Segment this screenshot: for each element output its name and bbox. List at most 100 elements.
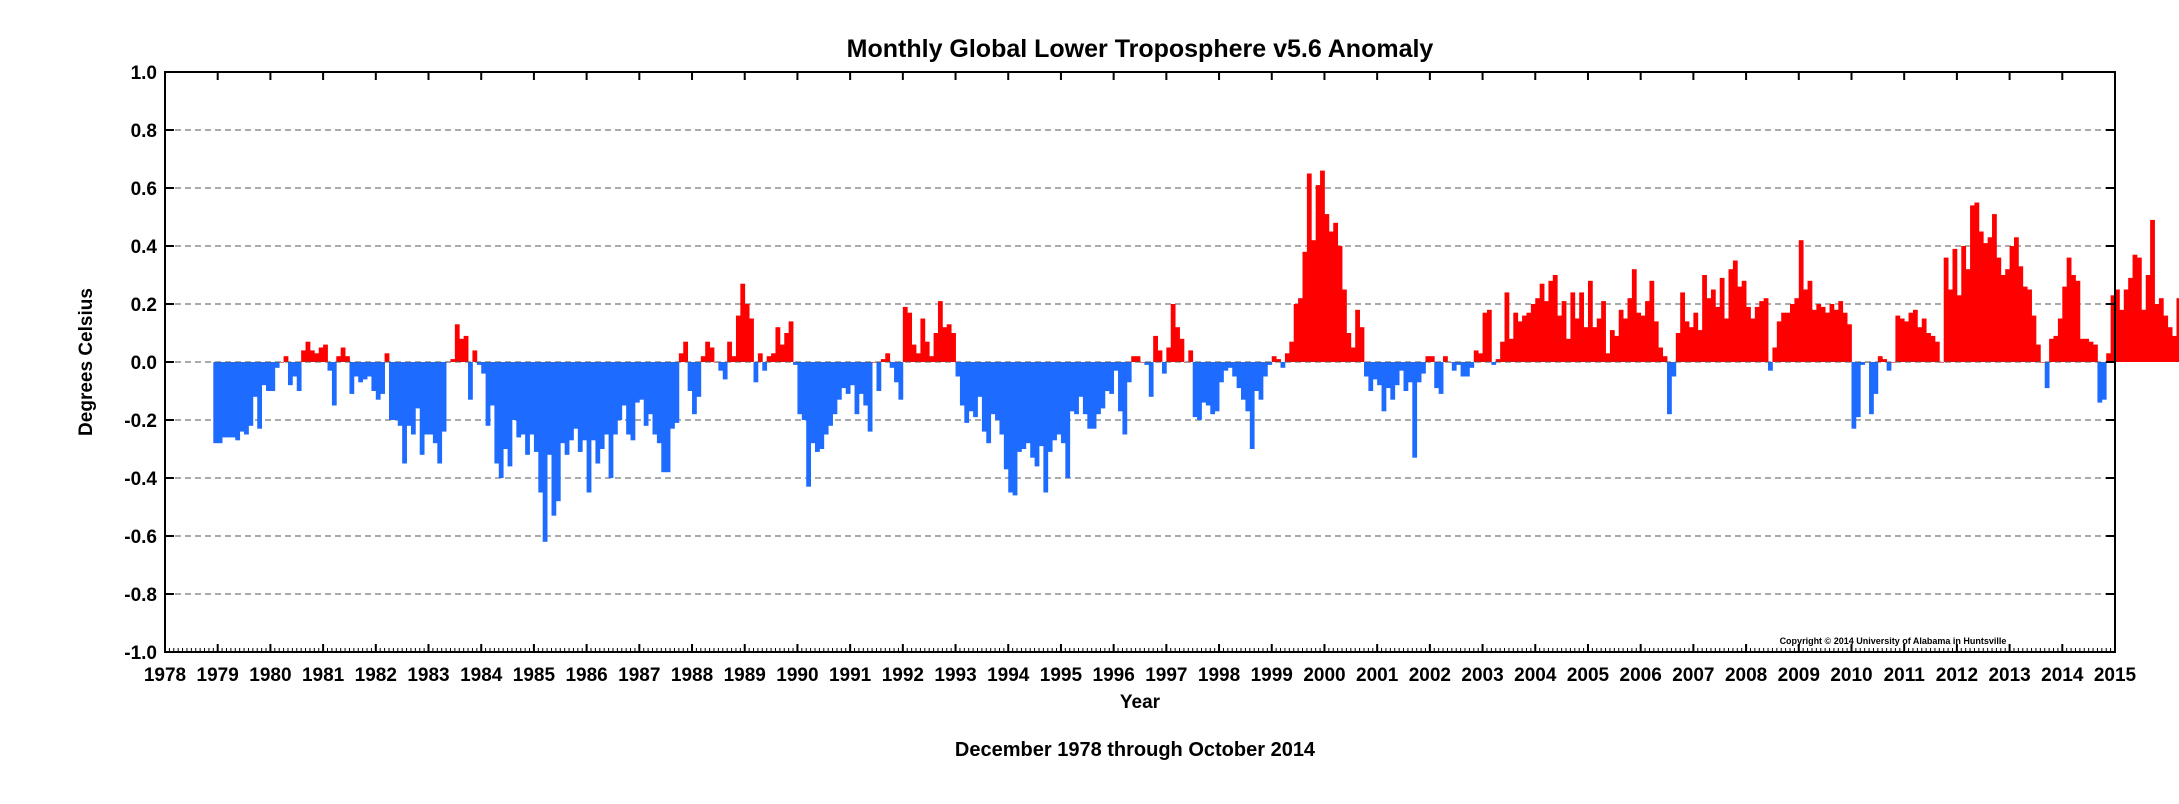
bar [599, 362, 605, 449]
bar [1631, 269, 1637, 362]
bar [213, 362, 219, 444]
bar [415, 362, 421, 409]
bar [1298, 298, 1303, 362]
x-axis-title: Year [1120, 692, 1161, 713]
bar [1952, 248, 1958, 362]
bar [705, 341, 710, 362]
bar [1407, 362, 1413, 383]
bar [2141, 309, 2147, 362]
bar [274, 362, 280, 368]
bar [1675, 333, 1681, 362]
bar [832, 362, 838, 415]
bar [2163, 315, 2169, 362]
x-tick-label: 2008 [1725, 665, 1767, 686]
bar [1135, 356, 1141, 362]
bar [1847, 324, 1852, 362]
bar [1886, 362, 1892, 371]
x-tick-label: 2012 [1936, 665, 1978, 686]
bar [1688, 327, 1694, 362]
bar [1605, 353, 1611, 362]
bar [2176, 298, 2179, 362]
bar [1833, 309, 1839, 362]
chart-subtitle: December 1978 through October 2014 [955, 739, 1316, 761]
bar [1469, 362, 1475, 368]
bar [1425, 356, 1431, 362]
bar [331, 362, 337, 406]
bar [248, 362, 254, 426]
bar [937, 301, 943, 362]
bar [929, 356, 934, 362]
bar [1618, 309, 1624, 362]
y-axis-ticks: 1.0 0.8 0.6 0.4 0.2 0.0 -0.2 -0.4 -0.6 -0.8 -1.0 [124, 63, 2115, 664]
bar [687, 362, 693, 391]
x-tick-label: 1979 [197, 665, 239, 686]
x-tick-label: 2003 [1461, 665, 1503, 686]
bar [1328, 231, 1334, 362]
bar [244, 362, 249, 435]
bar [1245, 362, 1251, 412]
x-tick-label: 1980 [249, 665, 291, 686]
bar [454, 324, 460, 362]
bar [2062, 286, 2068, 362]
bar [380, 362, 385, 394]
bar [604, 362, 609, 435]
bar [1091, 362, 1097, 429]
bar [1034, 362, 1040, 467]
x-tick-label: 2002 [1409, 665, 1451, 686]
x-tick-label: 2011 [1884, 665, 1926, 686]
bar [797, 362, 803, 415]
bar [1315, 185, 1321, 362]
bar [323, 344, 328, 362]
bar [1724, 318, 1729, 362]
bar [696, 362, 702, 397]
bar [1096, 362, 1101, 415]
x-axis-ticks: 1978 1979 1980 1981 1982 1983 1984 1985 1986 1987… [144, 72, 2137, 686]
bar [393, 362, 399, 420]
bar [1126, 362, 1132, 383]
bar [1293, 304, 1299, 362]
bar [1807, 280, 1813, 362]
bar [916, 353, 921, 362]
y-tick-label: 0.8 [131, 121, 157, 142]
bar [612, 362, 618, 435]
bar [819, 362, 825, 449]
bar [1508, 338, 1514, 362]
bar [2027, 289, 2032, 362]
bar [1306, 173, 1312, 362]
x-tick-label: 1981 [302, 665, 345, 686]
y-tick-label: 0.2 [131, 295, 157, 316]
bar [1860, 362, 1866, 365]
bar [2128, 277, 2133, 362]
bar [1838, 301, 1844, 362]
bar [1021, 362, 1027, 449]
bar [902, 306, 908, 362]
bar [1280, 362, 1286, 368]
bar [1254, 362, 1259, 391]
bar [1710, 289, 1716, 362]
bar [955, 362, 961, 377]
bar [1583, 327, 1589, 362]
bar [1056, 362, 1062, 435]
bar [608, 362, 614, 478]
bar [617, 362, 623, 420]
bar [2071, 275, 2076, 362]
bar [235, 362, 241, 441]
bar [815, 362, 820, 452]
bar [841, 362, 847, 389]
bar [1179, 338, 1185, 362]
bar [1197, 362, 1202, 420]
x-tick-label: 1992 [882, 665, 924, 686]
bar [771, 353, 776, 362]
bar [406, 362, 412, 426]
bar [2031, 315, 2037, 362]
bar [529, 362, 535, 435]
bar [1249, 362, 1255, 449]
bar [718, 362, 724, 371]
bar [977, 362, 983, 397]
bar [301, 350, 306, 362]
bar [1333, 222, 1339, 362]
bar [634, 362, 640, 403]
bar [2005, 269, 2010, 362]
bar [1939, 362, 1945, 363]
